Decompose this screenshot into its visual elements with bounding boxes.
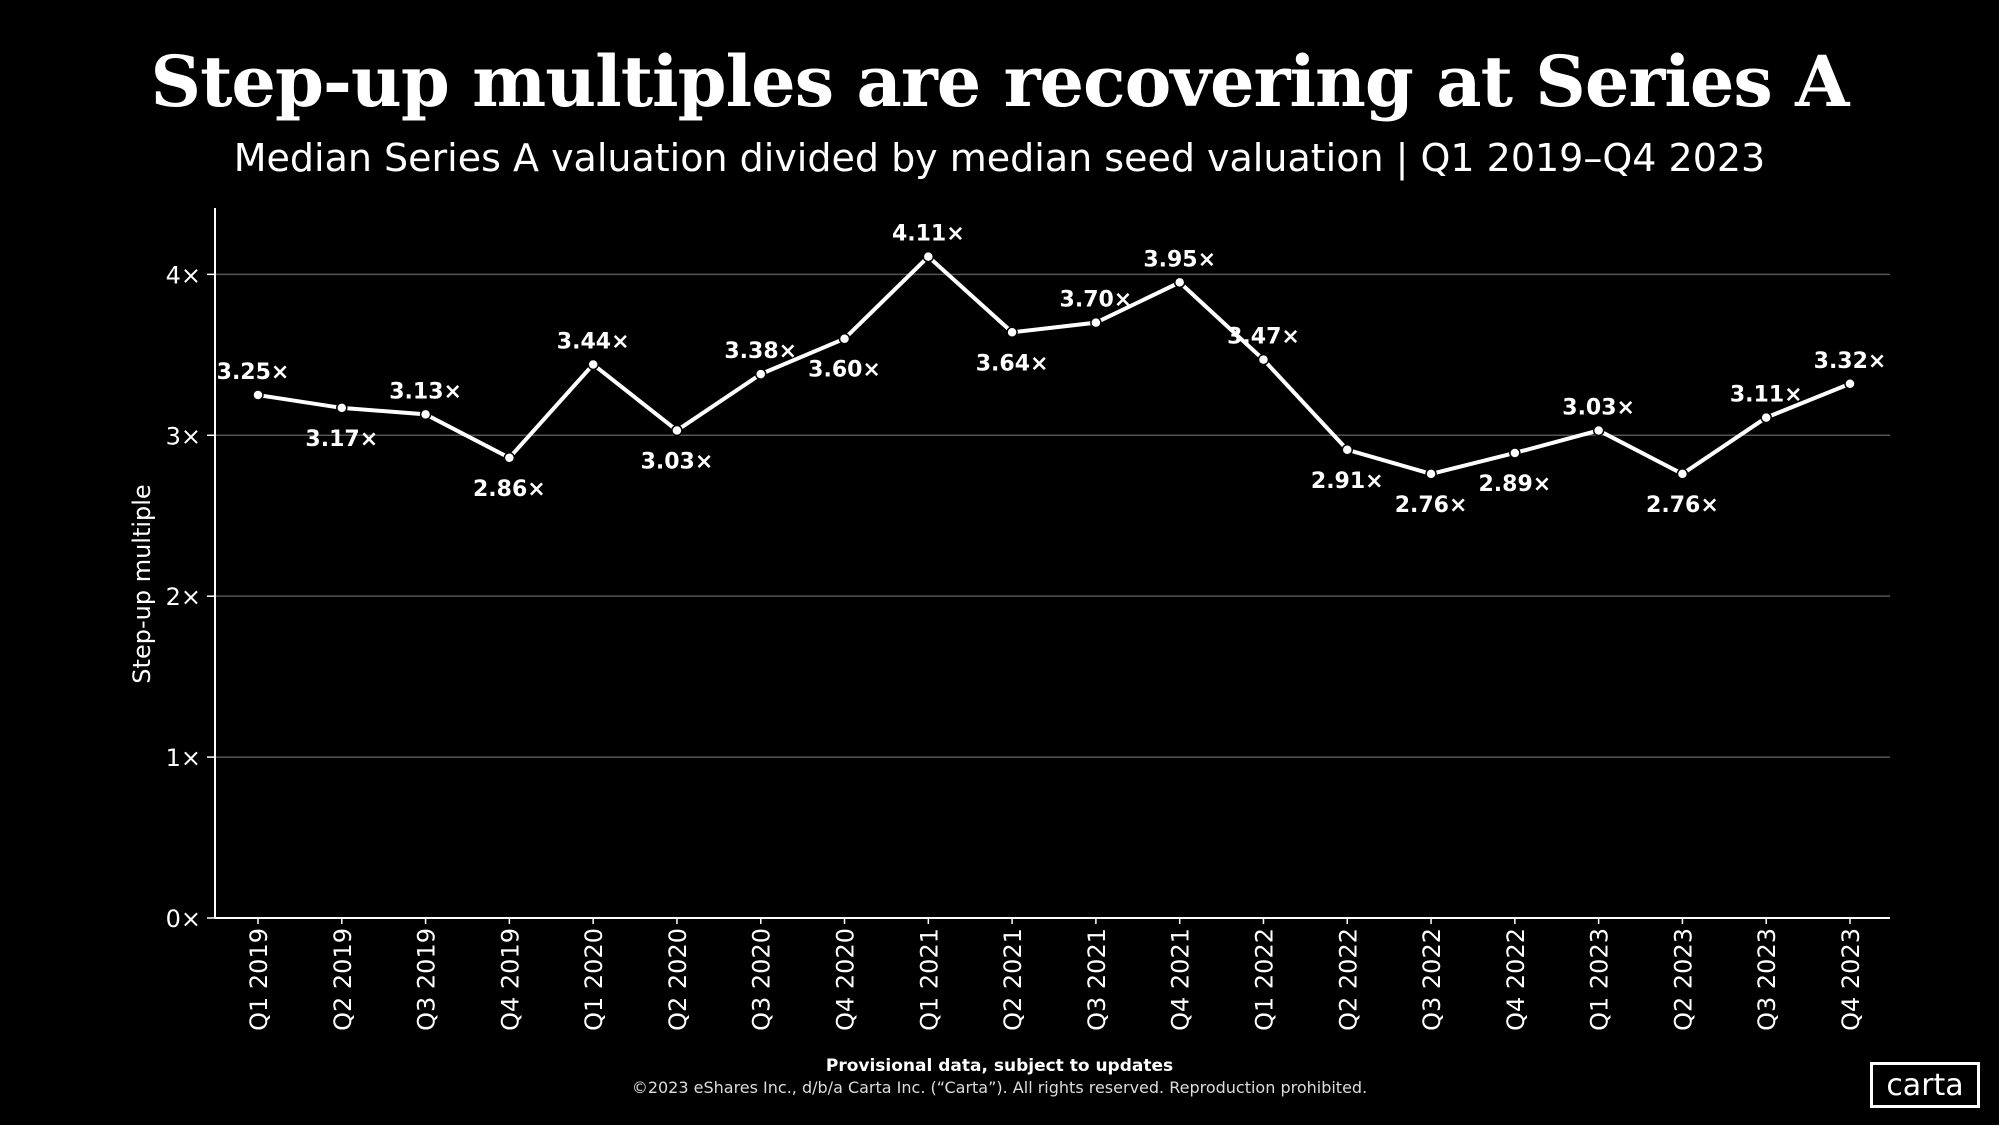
data-points	[252, 250, 1856, 480]
data-point	[336, 402, 348, 414]
data-label: 3.03×	[1562, 395, 1635, 420]
data-label: 2.76×	[1646, 493, 1719, 518]
y-tick-label: 2×	[166, 583, 201, 611]
data-labels: 3.25× 3.17× 3.13× 2.86× 3.44× 3.03× 3.38× 3.60×…	[217, 222, 1887, 518]
series-line-layer	[257, 253, 1851, 477]
data-label: 2.91×	[1311, 469, 1384, 494]
x-tick-label: Q4 2020	[832, 928, 860, 1031]
data-label: 3.32×	[1814, 349, 1887, 374]
data-label: 3.13×	[389, 379, 462, 404]
x-tick-label: Q2 2022	[1334, 928, 1362, 1031]
data-point	[1760, 411, 1772, 424]
line-chart: 0×1×2×3×4× Q1 2019 Q2 2019 Q3 2019 Q4 2019 Q…	[128, 208, 1890, 1031]
data-point	[503, 452, 516, 464]
x-tick-label: Q4 2022	[1502, 928, 1530, 1031]
data-point	[671, 424, 683, 437]
x-tick-label: Q1 2021	[915, 928, 943, 1031]
x-tick-label: Q3 2020	[748, 928, 776, 1031]
x-tick-label: Q1 2022	[1250, 928, 1278, 1031]
data-label: 3.03×	[641, 449, 714, 474]
y-tick-label: 4×	[166, 261, 201, 289]
data-point	[1509, 447, 1521, 459]
data-point	[1676, 468, 1689, 480]
y-tick-label: 1×	[166, 744, 201, 772]
data-label: 2.76×	[1395, 493, 1468, 518]
x-tick-label: Q4 2021	[1167, 928, 1195, 1031]
x-tick-label: Q1 2023	[1586, 928, 1614, 1031]
x-tick-label: Q3 2022	[1418, 928, 1446, 1031]
x-tick-label: Q1 2020	[580, 928, 608, 1031]
x-tick-label: Q2 2021	[999, 928, 1027, 1031]
chart-subtitle: Median Series A valuation divided by med…	[233, 136, 1766, 180]
data-point	[1341, 444, 1354, 456]
data-label: 3.25×	[217, 360, 290, 385]
x-tick-label: Q2 2023	[1669, 928, 1697, 1031]
x-tick-labels: Q1 2019 Q2 2019 Q3 2019 Q4 2019 Q1 2020 Q2 20…	[245, 928, 1865, 1031]
data-label: 3.38×	[724, 339, 797, 364]
data-point	[1006, 326, 1018, 339]
data-label: 3.64×	[976, 351, 1049, 376]
data-point	[419, 408, 432, 421]
y-tick-labels: 0× 1× 2× 3× 4×	[166, 261, 201, 933]
x-tick-label: Q2 2020	[664, 928, 692, 1031]
data-label: 3.11×	[1730, 383, 1803, 408]
data-point	[1257, 353, 1270, 366]
data-point	[587, 358, 599, 371]
y-tick-label: 3×	[166, 422, 201, 450]
data-label: 3.70×	[1060, 288, 1133, 313]
data-point	[754, 368, 767, 380]
data-point	[1844, 378, 1856, 390]
y-axis-label: Step-up multiple	[128, 484, 156, 683]
copyright-notice: ©2023 eShares Inc., d/b/a Carta Inc. (“C…	[631, 1078, 1368, 1097]
data-point	[1090, 316, 1102, 329]
data-point	[922, 250, 935, 263]
gridlines	[215, 273, 1890, 758]
x-tick-label: Q1 2019	[245, 928, 273, 1031]
footnote: Provisional data, subject to updates	[825, 1056, 1174, 1076]
carta-logo: carta	[1870, 1062, 1980, 1108]
x-tick-label: Q3 2023	[1753, 928, 1781, 1031]
data-point	[838, 332, 851, 345]
series-line	[257, 253, 1851, 477]
data-label: 2.86×	[473, 477, 546, 502]
y-tick-label: 0×	[166, 905, 201, 933]
axes	[207, 208, 1890, 924]
data-label: 2.89×	[1478, 472, 1551, 497]
data-label: 3.47×	[1227, 325, 1300, 350]
x-tick-label: Q3 2019	[413, 928, 441, 1031]
logo-text: carta	[1886, 1067, 1964, 1103]
data-point	[252, 389, 264, 401]
chart-title: Step-up multiples are recovering at Seri…	[150, 40, 1850, 123]
data-point	[1592, 424, 1605, 437]
x-tick-label: Q4 2023	[1837, 928, 1865, 1031]
data-label: 4.11×	[892, 222, 965, 247]
x-tick-label: Q3 2021	[1083, 928, 1111, 1031]
data-point	[1173, 276, 1186, 289]
data-point	[1425, 468, 1437, 480]
x-tick-label: Q2 2019	[329, 928, 357, 1031]
data-label: 3.17×	[305, 427, 378, 452]
data-label: 3.95×	[1143, 247, 1216, 272]
x-tick-label: Q4 2019	[496, 928, 524, 1031]
data-label: 3.60×	[808, 358, 881, 383]
data-label: 3.44×	[557, 329, 630, 354]
